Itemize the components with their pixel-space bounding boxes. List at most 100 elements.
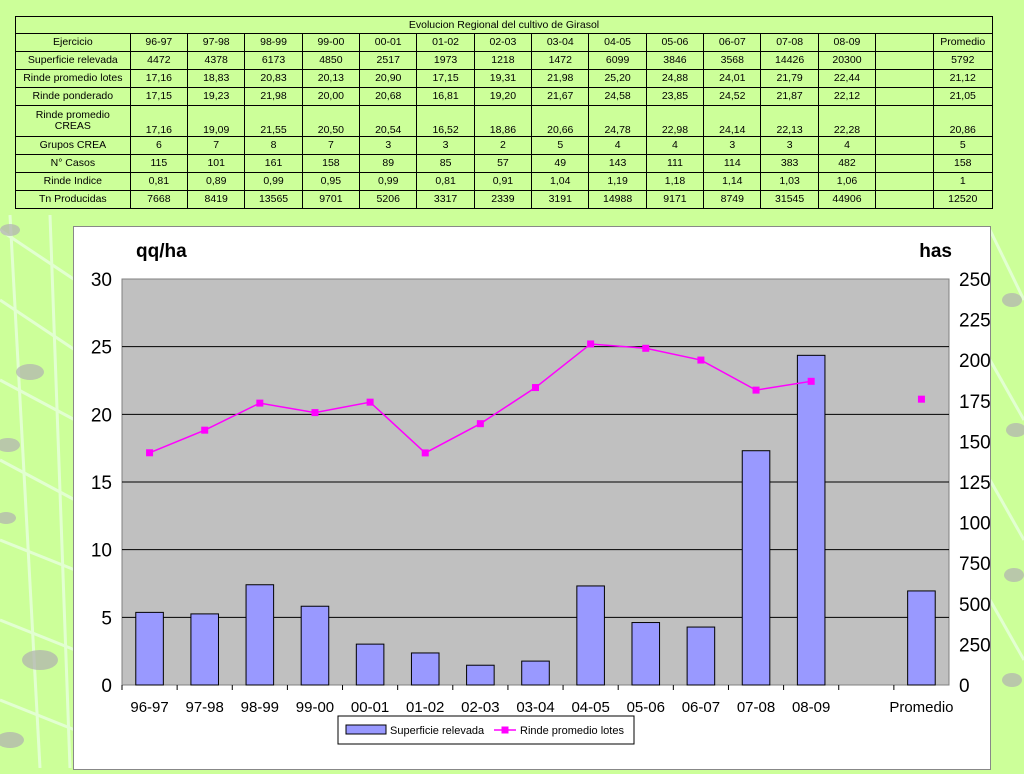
table-title: Evolucion Regional del cultivo de Giraso…: [15, 16, 993, 34]
table-cell: [875, 154, 934, 173]
table-cell: 0,95: [301, 172, 361, 191]
bar-series: [135, 354, 936, 686]
x-tick-label: 03-04: [516, 699, 554, 716]
table-cell: 22,28: [817, 105, 877, 137]
table-cell: 24,14: [703, 105, 762, 137]
table-cell: 24,58: [588, 87, 647, 106]
table-cell: 3: [703, 136, 762, 155]
y-axis-label-left: qq/ha: [136, 241, 187, 262]
table-row: Tn Producidas 7668 8419 13565 9701 5206 3317 23…: [15, 190, 993, 209]
line-series: [146, 340, 925, 457]
table-row-label: Rinde promedio CREAS: [15, 105, 131, 137]
table-cell: 115: [129, 154, 189, 173]
line-point: [476, 420, 484, 428]
bar: [796, 354, 826, 686]
table-cell: 482: [817, 154, 877, 173]
table-header-cell: 08-09: [817, 33, 877, 52]
y-tick-label-right: 15000: [959, 432, 990, 453]
table-row: Rinde ponderado 17,15 19,23 21,98 20,00 20,68…: [15, 87, 993, 106]
table-cell: 57: [473, 154, 533, 173]
table-cell: 7: [187, 136, 246, 155]
y-axis-right: 0 2500 5000 7500 10000 12500 15000 17500 20000 22…: [959, 270, 1012, 697]
table-cell: 13565: [244, 190, 303, 209]
table-cell: 3568: [703, 51, 762, 70]
x-tick-label: 02-03: [461, 699, 499, 716]
table-cell: 18,83: [187, 69, 246, 88]
table-cell: 7668: [129, 190, 189, 209]
table-cell: 1973: [416, 51, 475, 70]
table-cell: 18,86: [473, 105, 533, 137]
line-point: [752, 386, 760, 394]
table-header-cell: [875, 33, 934, 52]
table-cell: 8: [244, 136, 303, 155]
table-cell: 0,81: [129, 172, 189, 191]
table-row-label: Grupos CREA: [15, 136, 131, 155]
table-cell: 8749: [703, 190, 762, 209]
table-cell: 0,81: [416, 172, 475, 191]
y-tick-label-left: 10: [91, 541, 112, 562]
table-cell: 20,68: [359, 87, 418, 106]
table-cell: 20,54: [359, 105, 418, 137]
table-header-cell: 05-06: [645, 33, 705, 52]
table-cell: 24,78: [588, 105, 647, 137]
table-cell: 1,04: [531, 172, 590, 191]
table-header-cell: 07-08: [760, 33, 819, 52]
table-cell: 158: [301, 154, 361, 173]
bar: [907, 590, 936, 686]
table-cell: 20,90: [359, 69, 418, 88]
table-cell: 9701: [301, 190, 361, 209]
table-cell: 22,13: [760, 105, 819, 137]
bar: [355, 643, 385, 686]
table-cell: 21,67: [531, 87, 590, 106]
table-cell: 20,83: [244, 69, 303, 88]
table-cell: 1: [932, 172, 993, 191]
table-row: Superficie relevada 4472 4378 6173 4850 2517 1…: [15, 51, 993, 70]
legend-swatch-marker: [501, 726, 509, 734]
table-cell: 161: [244, 154, 303, 173]
table-cell: 8419: [187, 190, 246, 209]
table-cell: 143: [588, 154, 647, 173]
table-cell: 7: [301, 136, 361, 155]
table-cell: 5792: [932, 51, 993, 70]
table-cell: 24,52: [703, 87, 762, 106]
table-header-label: Ejercicio: [15, 33, 131, 52]
table-cell: 114: [703, 154, 762, 173]
line-point: [311, 409, 319, 417]
table-cell: 14988: [588, 190, 647, 209]
table-row: Rinde Indice 0,81 0,89 0,99 0,95 0,99 0,81 0,91…: [15, 172, 993, 191]
table-cell: [875, 87, 934, 106]
table-row: Rinde promedio lotes 17,16 18,83 20,83 20,13…: [15, 69, 993, 88]
y-tick-label-right: 0: [959, 676, 970, 697]
x-tick-label: 05-06: [627, 699, 665, 716]
table-cell: 49: [531, 154, 590, 173]
table-cell: 20300: [817, 51, 877, 70]
bar: [686, 626, 716, 686]
table-cell: 19,23: [187, 87, 246, 106]
line-point: [366, 398, 374, 406]
line-point: [146, 449, 154, 457]
data-table: Evolucion Regional del cultivo de Giraso…: [15, 16, 993, 209]
legend: Superficie relevada Rinde promedio lotes: [337, 715, 635, 745]
line-point: [697, 356, 705, 364]
table-cell: 17,16: [129, 69, 189, 88]
table-cell: 6099: [588, 51, 647, 70]
x-tick-label: Promedio: [889, 699, 953, 716]
table-cell: 0,99: [359, 172, 418, 191]
bar: [245, 584, 275, 686]
data-table-container: Evolucion Regional del cultivo de Giraso…: [15, 16, 993, 209]
bar: [190, 613, 219, 686]
table-cell: 1,14: [703, 172, 762, 191]
table-cell: 3846: [645, 51, 705, 70]
table-cell: 4: [817, 136, 877, 155]
table-cell: 14426: [760, 51, 819, 70]
table-cell: 101: [187, 154, 246, 173]
table-cell: 21,05: [932, 87, 993, 106]
table-cell: 21,98: [531, 69, 590, 88]
bar: [410, 652, 440, 686]
table-cell: 24,88: [645, 69, 705, 88]
y-tick-label-right: 25000: [959, 270, 990, 291]
line-point: [421, 449, 429, 457]
line-point: [201, 426, 209, 434]
table-cell: 20,13: [301, 69, 361, 88]
line-point: [532, 384, 539, 392]
